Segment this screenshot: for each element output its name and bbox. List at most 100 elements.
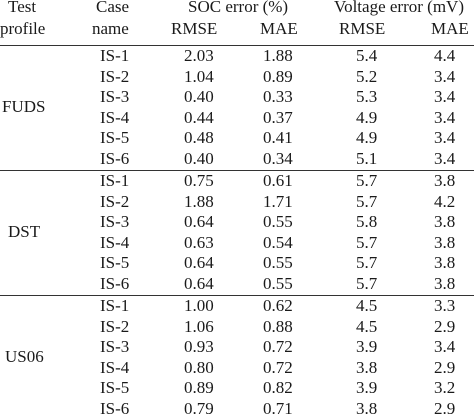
cell-voltage-mae: 3.4 <box>434 107 456 127</box>
cell-soc-mae: 0.55 <box>263 253 293 272</box>
cell-soc-mae: 0.34 <box>263 148 293 168</box>
cell-voltage-mae: 3.8 <box>434 273 456 293</box>
group-divider <box>0 295 474 296</box>
cell-voltage-mae: 3.8 <box>434 171 456 190</box>
cell-voltage-rmse: 5.3 <box>356 87 378 106</box>
cell-voltage-rmse: 5.4 <box>356 46 378 65</box>
cell-soc-mae: 0.54 <box>263 232 293 252</box>
cell-voltage-rmse: 5.8 <box>356 212 378 231</box>
cell-voltage-rmse: 5.1 <box>356 148 378 168</box>
cell-soc-mae: 0.55 <box>263 212 293 231</box>
cell-soc-rmse: 0.75 <box>184 171 214 190</box>
cell-soc-mae: 0.33 <box>263 87 293 106</box>
cell-soc-rmse: 0.64 <box>184 273 214 293</box>
cell-soc-rmse: 1.00 <box>184 296 214 315</box>
cell-case-name: IS-2 <box>100 191 130 211</box>
cell-soc-rmse: 2.03 <box>184 46 214 65</box>
cell-voltage-mae: 3.4 <box>434 337 456 356</box>
cell-voltage-rmse: 4.5 <box>356 316 378 336</box>
cell-soc-rmse: 0.48 <box>184 128 214 147</box>
cell-voltage-rmse: 3.8 <box>356 357 378 377</box>
cell-soc-rmse: 0.89 <box>184 378 214 397</box>
cell-voltage-rmse: 4.9 <box>356 107 378 127</box>
group-divider <box>0 170 474 171</box>
cell-soc-rmse: 0.44 <box>184 107 214 127</box>
cell-case-name: IS-5 <box>100 128 130 147</box>
cell-voltage-mae: 4.4 <box>434 46 456 65</box>
cell-soc-rmse: 0.80 <box>184 357 214 377</box>
cell-voltage-mae: 3.8 <box>434 212 456 231</box>
cell-voltage-rmse: 5.7 <box>356 253 378 272</box>
cell-case-name: IS-4 <box>100 357 130 377</box>
cell-soc-mae: 0.82 <box>263 378 293 397</box>
cell-voltage-mae: 3.3 <box>434 296 456 315</box>
cell-soc-mae: 0.41 <box>263 128 293 147</box>
cell-voltage-mae: 3.4 <box>434 66 456 86</box>
cell-soc-rmse: 1.04 <box>184 66 214 86</box>
cell-case-name: IS-5 <box>100 378 130 397</box>
cell-case-name: IS-3 <box>100 212 130 231</box>
cell-voltage-mae: 3.2 <box>434 378 456 397</box>
cell-case-name: IS-5 <box>100 253 130 272</box>
cell-voltage-mae: 3.4 <box>434 87 456 106</box>
cell-voltage-rmse: 4.5 <box>356 296 378 315</box>
cell-soc-rmse: 0.64 <box>184 253 214 272</box>
cell-voltage-mae: 3.8 <box>434 253 456 272</box>
header-soc-rmse: RMSE <box>171 19 218 38</box>
cell-case-name: IS-6 <box>100 148 130 168</box>
cell-case-name: IS-1 <box>100 171 130 190</box>
cell-voltage-mae: 2.9 <box>434 357 456 377</box>
header-test-profile-line2: profile <box>0 19 46 38</box>
cell-voltage-mae: 3.8 <box>434 232 456 252</box>
header-voltage-mae: MAE <box>431 19 469 38</box>
header-case-name-line2: name <box>92 19 129 38</box>
cell-voltage-rmse: 5.7 <box>356 191 378 211</box>
header-soc-error: SOC error (%) <box>188 0 289 16</box>
cell-soc-mae: 0.62 <box>263 296 293 315</box>
cell-soc-mae: 0.37 <box>263 107 293 127</box>
cell-soc-rmse: 0.40 <box>184 87 214 106</box>
cell-soc-rmse: 1.88 <box>184 191 214 211</box>
header-rule <box>0 45 474 46</box>
cell-soc-mae: 0.61 <box>263 171 293 190</box>
cell-case-name: IS-4 <box>100 107 130 127</box>
cell-voltage-mae: 4.2 <box>434 191 456 211</box>
test-profile-label: DST <box>8 222 41 242</box>
cell-soc-mae: 1.71 <box>263 191 293 211</box>
test-profile-label: US06 <box>5 347 44 367</box>
cell-soc-mae: 0.89 <box>263 66 293 86</box>
cell-case-name: IS-3 <box>100 87 130 106</box>
cell-voltage-rmse: 5.7 <box>356 232 378 252</box>
cell-voltage-rmse: 3.8 <box>356 398 378 418</box>
cell-case-name: IS-6 <box>100 273 130 293</box>
cell-voltage-rmse: 5.7 <box>356 273 378 293</box>
cell-case-name: IS-3 <box>100 337 130 356</box>
cell-case-name: IS-6 <box>100 398 130 418</box>
cell-voltage-rmse: 3.9 <box>356 378 378 397</box>
header-soc-mae: MAE <box>260 19 298 38</box>
header-test-profile-line1: Test <box>8 0 37 16</box>
cell-voltage-mae: 3.4 <box>434 128 456 147</box>
cell-voltage-mae: 2.9 <box>434 398 456 418</box>
cell-soc-mae: 0.88 <box>263 316 293 336</box>
cell-soc-mae: 0.55 <box>263 273 293 293</box>
cell-case-name: IS-1 <box>100 296 130 315</box>
cell-soc-rmse: 0.64 <box>184 212 214 231</box>
cell-voltage-rmse: 4.9 <box>356 128 378 147</box>
cell-voltage-mae: 2.9 <box>434 316 456 336</box>
cell-case-name: IS-4 <box>100 232 130 252</box>
cell-soc-rmse: 0.93 <box>184 337 214 356</box>
cell-case-name: IS-1 <box>100 46 130 65</box>
cell-soc-rmse: 0.63 <box>184 232 214 252</box>
cell-soc-mae: 0.71 <box>263 398 293 418</box>
cell-soc-mae: 1.88 <box>263 46 293 65</box>
header-voltage-rmse: RMSE <box>339 19 386 38</box>
cell-soc-mae: 0.72 <box>263 357 293 377</box>
cell-soc-rmse: 0.40 <box>184 148 214 168</box>
test-profile-label: FUDS <box>2 97 46 117</box>
header-voltage-error: Voltage error (mV) <box>334 0 464 16</box>
cell-soc-rmse: 1.06 <box>184 316 214 336</box>
cell-voltage-rmse: 3.9 <box>356 337 378 356</box>
cell-case-name: IS-2 <box>100 66 130 86</box>
cell-voltage-mae: 3.4 <box>434 148 456 168</box>
